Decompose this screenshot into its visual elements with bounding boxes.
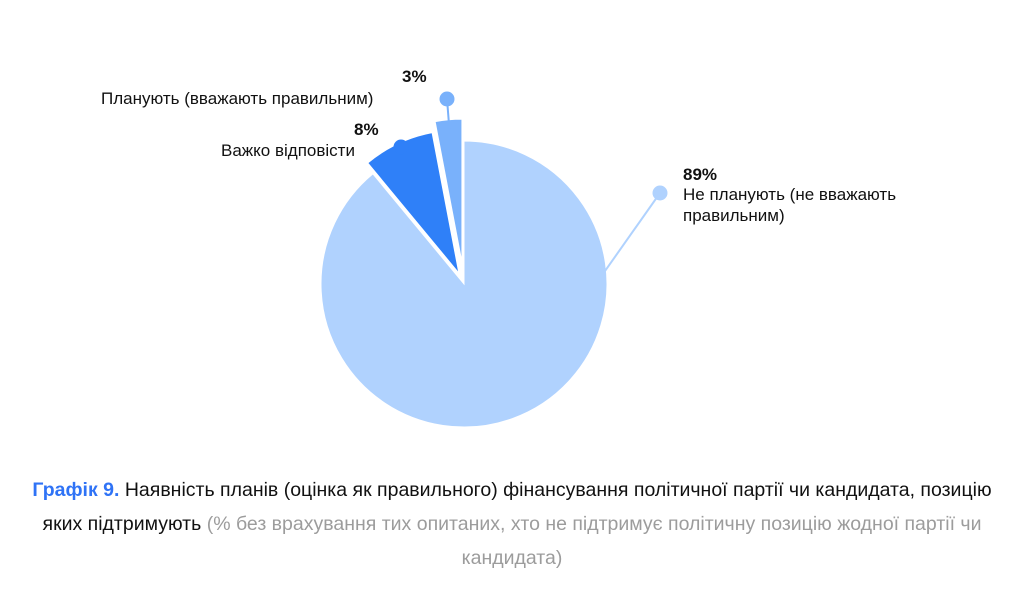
slice-value-hard: 8% <box>354 120 379 139</box>
leader-dot-plan <box>439 91 455 107</box>
leader-lines <box>393 91 668 409</box>
slice-value-no-plans: 89% <box>683 165 718 184</box>
slice-label-plan: Планують (вважають правильним) <box>101 89 374 108</box>
slice-label-no-plans-line-2: правильним) <box>683 206 785 225</box>
slice-label-no-plans: Не планують (не вважають правильним) <box>683 184 896 226</box>
slice-label-hard: Важко відповісти <box>221 141 355 160</box>
pie-slices <box>320 118 608 428</box>
caption-note: (% без врахування тих опитаних, хто не п… <box>206 513 982 569</box>
pie-slice-no-plans <box>320 140 608 428</box>
leader-dot-no-plans <box>652 185 668 201</box>
caption-title: Наявність планів (оцінка як правильного)… <box>42 479 992 535</box>
chart-caption: Графік 9. Наявність планів (оцінка як пр… <box>20 473 1004 575</box>
leader-line-no-plans <box>507 192 661 409</box>
slice-value-plan: 3% <box>402 67 427 86</box>
slice-label-no-plans-line-1: Не планують (не вважають <box>683 185 897 204</box>
leader-dot-hard <box>393 139 409 155</box>
pie-chart <box>320 91 668 428</box>
figure-label: Графік 9. <box>32 479 120 501</box>
